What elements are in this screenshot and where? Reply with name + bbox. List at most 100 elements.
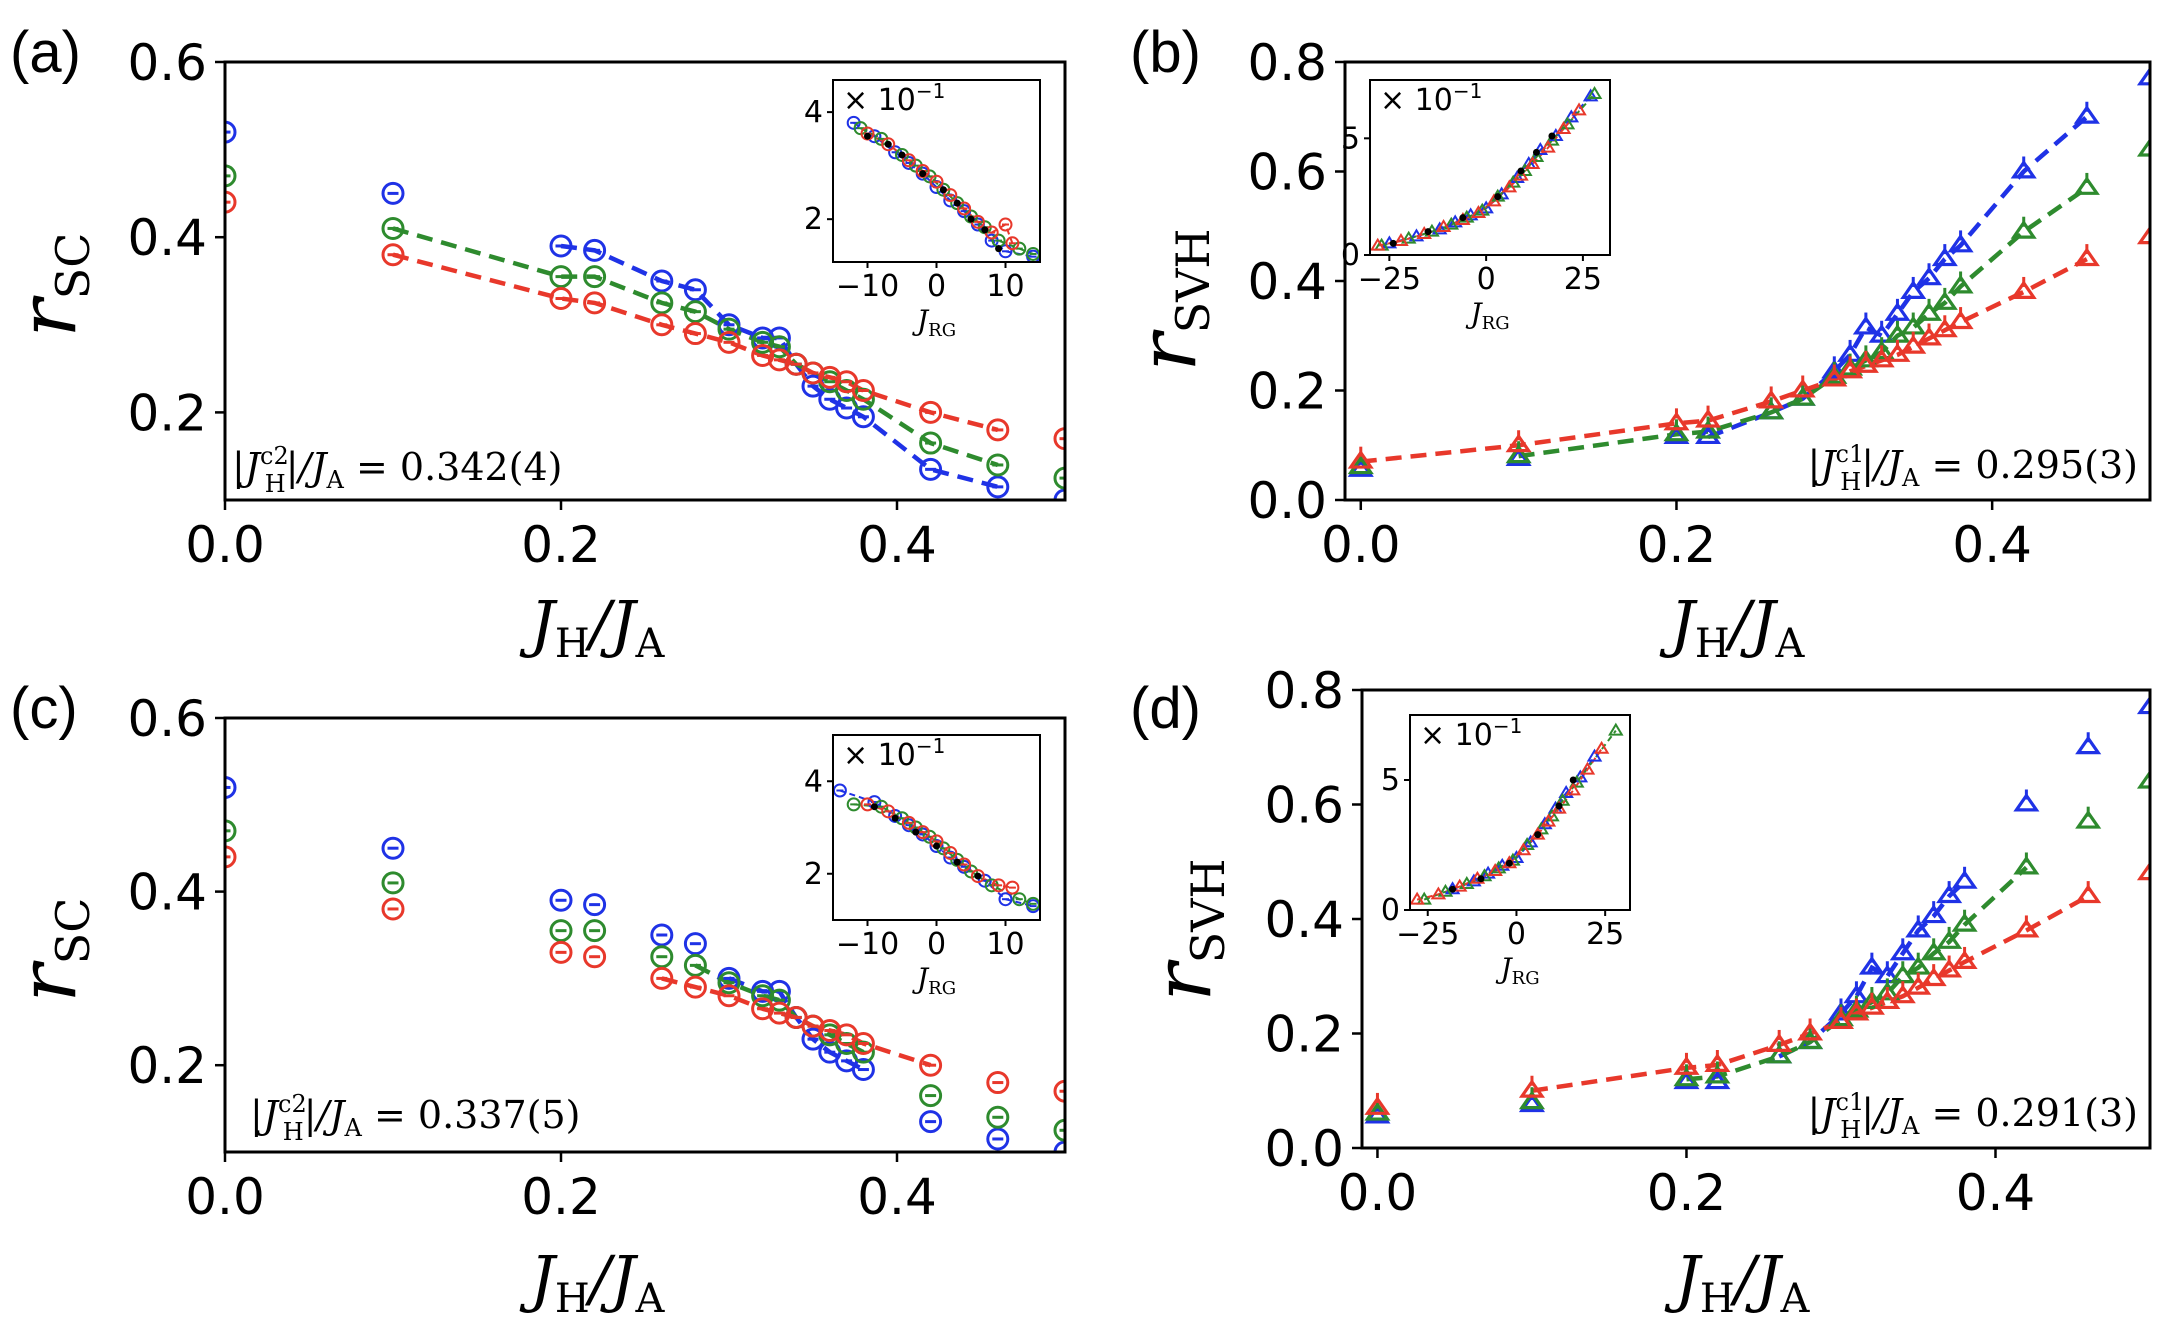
inset-marker-circle [970, 869, 985, 884]
inset-data-point [957, 201, 972, 216]
x-axis-label-mid: /J [585, 587, 639, 660]
data-point-L3 [1053, 427, 1065, 451]
marker-circle [818, 365, 842, 389]
data-point-L2 [1053, 466, 1065, 490]
data-point-L3 [2013, 915, 2040, 938]
inset-data-point [998, 892, 1013, 907]
data-point-L2 [751, 984, 775, 1008]
inset-data-point [1586, 748, 1603, 762]
inset-x-tick-label: 0 [927, 927, 946, 962]
inset-data-point [953, 858, 961, 866]
inset-background [1370, 80, 1610, 255]
inset-data-point [1515, 842, 1532, 856]
annot-sup: c2 [278, 1090, 307, 1118]
inset-x-axis-label-sub: RG [1482, 313, 1510, 334]
data-point-L2 [2075, 806, 2102, 829]
inset-y-tick-label: 2 [804, 857, 823, 892]
inset-marker-circle [998, 217, 1013, 232]
x-axis-label-mid: /J [1730, 1242, 1784, 1315]
marker-triangle [1766, 1033, 1793, 1052]
data-point-L3 [583, 945, 607, 969]
inset-data-point [912, 828, 920, 836]
marker-circle [986, 475, 1010, 499]
inset-data-point [1513, 167, 1529, 181]
inset-x-axis-label: JRG [1465, 297, 1509, 334]
inset: −10 0 10 2 4 × 10−1 JRG [804, 79, 1041, 341]
y-tick-label: 0.4 [127, 209, 207, 267]
inset-data-point [1565, 782, 1581, 796]
x-axis-label-mid: /J [1725, 587, 1779, 660]
inset-marker-circle [881, 137, 896, 152]
data-point-L3 [1347, 446, 1374, 469]
marker-triangle [2010, 159, 2037, 179]
inset-data-point [1451, 878, 1468, 892]
data-point-L2 [717, 317, 741, 341]
data-point-L3 [818, 1018, 842, 1042]
marker-circle [1053, 1118, 1065, 1142]
inset-data-point [1494, 193, 1502, 201]
y-tick-label: 0.4 [1247, 253, 1327, 311]
data-point-L3 [2075, 881, 2102, 904]
y-tick-label: 0.4 [1264, 891, 1344, 949]
data-point-L3 [381, 897, 405, 921]
marker-triangle [1852, 354, 1879, 373]
data-point-L1 [1889, 938, 1916, 961]
inset-data-point [1424, 228, 1432, 236]
inset-plot-area [846, 115, 1040, 262]
data-point-L2 [986, 1105, 1010, 1129]
inset-data-point [1459, 876, 1475, 889]
inset-data-point [943, 188, 958, 203]
inset-data-point [1505, 859, 1513, 867]
inset: −10 0 10 2 4 × 10−1 JRG [804, 734, 1041, 999]
data-point-L2 [2073, 172, 2100, 195]
inset-data-point [1540, 139, 1556, 153]
annot-post: |/J [304, 1093, 347, 1137]
marker-circle [650, 923, 674, 947]
data-point-L2 [1053, 1118, 1065, 1142]
inset-data-point [1470, 205, 1487, 218]
data-point-L3 [2136, 222, 2150, 245]
inset-data-point [1005, 236, 1020, 251]
annot-sup: c1 [1836, 440, 1865, 468]
inset-data-point [1431, 221, 1448, 235]
data-point-L1 [986, 475, 1010, 499]
x-tick-label: 0.2 [521, 1168, 601, 1226]
data-point-L2 [583, 265, 607, 289]
inset-frame [1369, 79, 1611, 256]
inset-x-axis-label-main: J [1495, 952, 1513, 985]
inset-data-point [846, 797, 861, 812]
panel-d: (d)0.0 0.2 0.40.00.20.40.60.8JH/JArSVH|Jc1… [1130, 662, 2152, 1318]
fit-line-L2 [1518, 186, 2089, 459]
marker-circle [225, 164, 237, 188]
data-point-L1 [2073, 101, 2100, 124]
inset-multiplier-base: × 10 [1380, 83, 1453, 118]
data-point-L1 [851, 1058, 875, 1082]
x-axis-label-sub: H [1695, 621, 1730, 667]
x-axis-label-main: J [1664, 1242, 1703, 1315]
marker-circle [583, 291, 607, 315]
marker-triangle [1673, 1056, 1700, 1075]
marker-circle [851, 405, 875, 429]
y-axis-label-sub: SVH [1166, 228, 1220, 333]
marker-triangle [1505, 433, 1532, 453]
inset-multiplier: × 10−1 [1420, 714, 1522, 753]
annot-pre: |J [232, 445, 262, 489]
y-tick-label: 0.6 [127, 34, 207, 92]
inset-marker-circle [943, 845, 958, 860]
data-point-L3 [1505, 430, 1532, 453]
inset-data-point [891, 814, 899, 822]
inset-y-tick-label: 0 [1381, 893, 1400, 928]
data-point-L3 [650, 313, 674, 337]
data-point-L3 [919, 400, 943, 424]
data-point-L3 [801, 361, 825, 385]
y-axis-label: rSC [1, 233, 100, 338]
inset-plot-area [833, 783, 1040, 914]
data-point-L2 [919, 431, 943, 455]
data-point-L3 [1852, 350, 1879, 373]
inset-x-axis-label: JRG [912, 304, 956, 341]
marker-triangle [1704, 1064, 1731, 1084]
inset-data-point [998, 217, 1013, 232]
